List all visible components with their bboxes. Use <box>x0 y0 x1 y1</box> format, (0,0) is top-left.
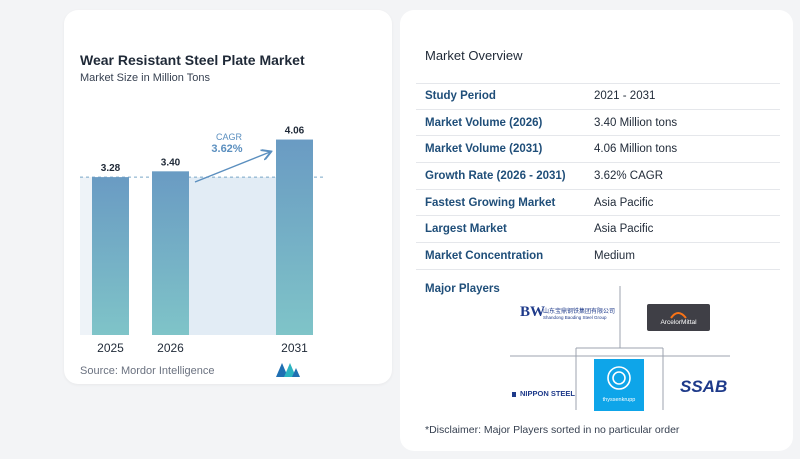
table-row: Market Concentration Medium <box>416 243 780 270</box>
disclaimer-text: *Disclaimer: Major Players sorted in no … <box>425 424 680 436</box>
major-players-title: Major Players <box>425 283 500 295</box>
nippon-mark-icon <box>512 392 516 397</box>
row-label: Largest Market <box>425 223 507 236</box>
ssab-logo-text: SSAB <box>680 377 728 396</box>
cagr-value: 3.62% <box>211 143 242 155</box>
chart-subtitle: Market Size in Million Tons <box>80 72 211 84</box>
table-row: Market Volume (2026) 3.40 Million tons <box>416 110 780 137</box>
chart-card: Wear Resistant Steel Plate Market Market… <box>64 10 392 384</box>
thyssen-rings-icon <box>607 366 631 390</box>
table-row: Fastest Growing Market Asia Pacific <box>416 190 780 217</box>
bar-2031 <box>276 139 313 335</box>
bw-logo-cn: 山东宝鼎钢铁集团有限公司 <box>543 309 616 315</box>
thyssenkrupp-logo: thyssenkrupp <box>594 359 644 411</box>
cagr-label: CAGR <box>216 132 243 142</box>
data-label-2025: 3.28 <box>101 163 121 174</box>
table-row: Largest Market Asia Pacific <box>416 216 780 244</box>
tick-label-2026: 2026 <box>157 341 184 355</box>
overview-table: Study Period 2021 - 2031 Market Volume (2… <box>416 83 780 270</box>
row-label: Market Volume (2031) <box>425 143 543 156</box>
nippon-logo-text: NIPPON STEEL <box>520 389 576 398</box>
row-label: Study Period <box>425 90 496 103</box>
bw-logo-sub: Shandong Baoding Steel Group <box>543 315 607 320</box>
thyssen-logo-text: thyssenkrupp <box>602 397 636 403</box>
tick-label-2031: 2031 <box>281 341 308 355</box>
data-label-2026: 3.40 <box>161 157 181 168</box>
arcelor-swoosh-icon <box>670 312 687 319</box>
row-value: Medium <box>594 249 635 262</box>
row-value: Asia Pacific <box>594 196 654 209</box>
row-value: 2021 - 2031 <box>594 90 656 103</box>
row-label: Fastest Growing Market <box>425 196 556 209</box>
players-grid <box>510 286 730 410</box>
bar-2026 <box>152 171 189 335</box>
table-row: Study Period 2021 - 2031 <box>416 83 780 110</box>
mordor-logo-icon <box>276 363 300 377</box>
table-row: Market Volume (2031) 4.06 Million tons <box>416 136 780 164</box>
overview-card: Market Overview Study Period 2021 - 2031 … <box>400 10 793 451</box>
row-value: 4.06 Million tons <box>594 143 678 156</box>
overview-title: Market Overview <box>425 48 523 63</box>
table-row: Growth Rate (2026 - 2031) 3.62% CAGR <box>416 163 780 190</box>
source-text: Source: Mordor Intelligence <box>80 365 215 377</box>
row-label: Market Volume (2026) <box>425 116 543 129</box>
row-value: 3.40 Million tons <box>594 116 678 129</box>
row-label: Market Concentration <box>425 249 544 262</box>
bw-logo-mark: BW <box>520 304 546 320</box>
row-label: Growth Rate (2026 - 2031) <box>425 169 566 182</box>
arcelor-logo-text: ArcelorMittal <box>660 319 697 326</box>
data-label-2031: 4.06 <box>285 126 305 137</box>
bar-2025 <box>92 177 129 335</box>
tick-label-2025: 2025 <box>97 341 124 355</box>
arcelormittal-logo: ArcelorMittal <box>647 304 710 331</box>
projection-region <box>189 177 276 335</box>
chart-title: Wear Resistant Steel Plate Market <box>80 52 305 68</box>
row-value: 3.62% CAGR <box>594 169 664 182</box>
row-value: Asia Pacific <box>594 223 654 236</box>
cagr-arrow <box>194 152 270 183</box>
